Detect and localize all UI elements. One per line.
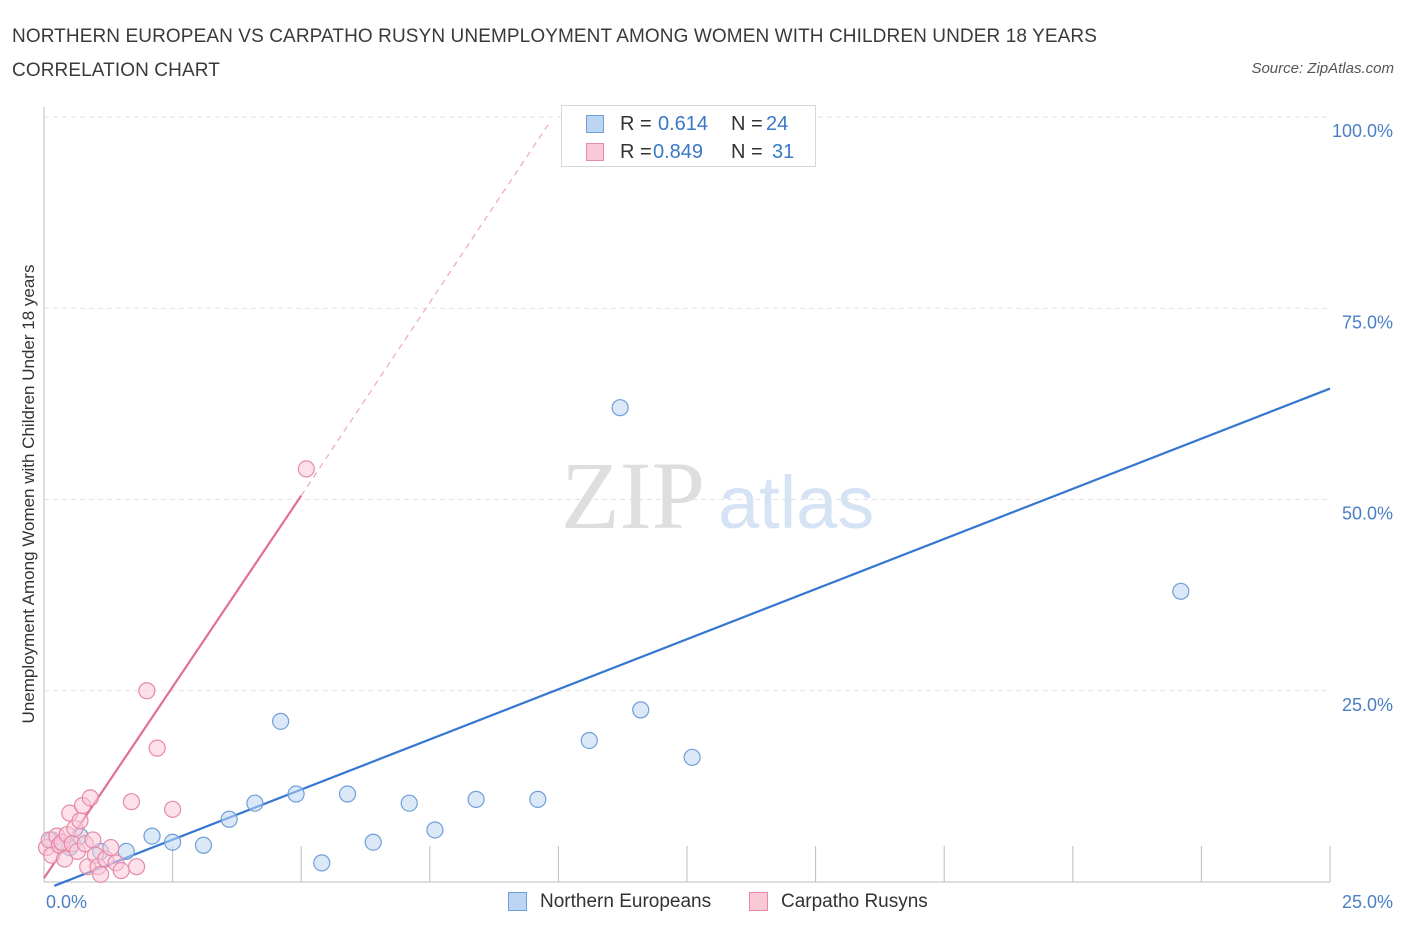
legend-r-value: 0.849 <box>653 141 704 163</box>
point-northern-european <box>287 785 305 803</box>
point-carpatho-rusyn <box>102 838 120 857</box>
point-northern-european <box>632 701 650 719</box>
legend-n-value: 31 <box>772 141 795 163</box>
axes <box>43 107 1331 883</box>
point-carpatho-rusyn <box>84 831 102 849</box>
point-carpatho-rusyn <box>164 800 182 818</box>
source-label: Source: ZipAtlas.com <box>1251 60 1394 77</box>
point-northern-european <box>580 731 598 750</box>
point-northern-european <box>364 833 382 851</box>
legend-r-label: R = <box>620 141 652 163</box>
watermark: ZIP atlas <box>561 442 874 549</box>
point-carpatho-rusyn <box>148 739 166 757</box>
point-carpatho-rusyn <box>297 460 315 478</box>
trendline-carpatho-rusyns <box>43 495 303 879</box>
point-northern-european <box>467 790 485 808</box>
bottom-legend-label: Carpatho Rusyns <box>781 891 928 912</box>
point-northern-european <box>338 785 357 803</box>
point-carpatho-rusyn <box>81 789 99 807</box>
y-tick-label: 25.0% <box>1342 695 1393 715</box>
legend-swatch-blue <box>586 115 604 133</box>
point-northern-european <box>683 748 701 766</box>
point-carpatho-rusyn <box>71 812 89 830</box>
point-carpatho-rusyn <box>91 865 110 883</box>
point-northern-european <box>272 712 290 730</box>
point-northern-european <box>529 790 547 808</box>
point-northern-european <box>400 794 418 812</box>
point-northern-european <box>426 821 444 839</box>
legend: R = 0.614 N = 24 R = 0.849 N = 31 <box>561 105 816 167</box>
trendlines <box>43 124 1331 887</box>
point-northern-european <box>143 827 161 845</box>
legend-n-value: 24 <box>766 113 789 135</box>
watermark-zip: ZIP <box>561 442 705 549</box>
point-northern-european <box>194 836 213 854</box>
bottom-legend-label: Northern Europeans <box>540 891 712 912</box>
data-points <box>37 112 1190 883</box>
x-tick-label: 0.0% <box>46 892 87 912</box>
y-tick-label: 50.0% <box>1342 504 1393 524</box>
point-northern-european <box>313 854 331 872</box>
point-carpatho-rusyn <box>138 682 156 700</box>
point-carpatho-rusyn <box>127 858 146 876</box>
bottom-legend-swatch-blue <box>508 892 527 911</box>
point-northern-european <box>164 833 182 851</box>
bottom-legend-swatch-pink <box>749 892 768 911</box>
chart-title: NORTHERN EUROPEAN VS CARPATHO RUSYN UNEM… <box>12 26 1098 81</box>
point-carpatho-rusyn <box>112 861 130 880</box>
y-axis-label: Unemployment Among Women with Children U… <box>19 265 38 724</box>
point-northern-european <box>246 794 264 812</box>
legend-n-label: N = <box>731 113 763 135</box>
y-tick-label: 75.0% <box>1342 312 1393 332</box>
point-carpatho-rusyn <box>122 793 141 811</box>
legend-r-label: R = <box>620 113 652 135</box>
tick-labels: 100.0% 75.0% 50.0% 25.0% 0.0% 25.0% <box>46 121 1393 912</box>
y-tick-label: 100.0% <box>1332 121 1393 141</box>
trendline-northern-europeans <box>53 387 1331 887</box>
legend-swatch-pink <box>586 143 604 161</box>
x-tick-label: 25.0% <box>1342 892 1393 912</box>
grid-lines <box>44 116 1330 692</box>
point-carpatho-rusyn <box>55 850 74 868</box>
legend-r-value: 0.614 <box>658 113 709 135</box>
point-northern-european <box>611 399 629 417</box>
watermark-atlas: atlas <box>718 461 874 544</box>
point-northern-european <box>220 810 238 828</box>
point-northern-european <box>1172 582 1190 600</box>
trendline-carpatho-rusyns-extension <box>300 124 549 497</box>
legend-n-label: N = <box>731 141 763 163</box>
